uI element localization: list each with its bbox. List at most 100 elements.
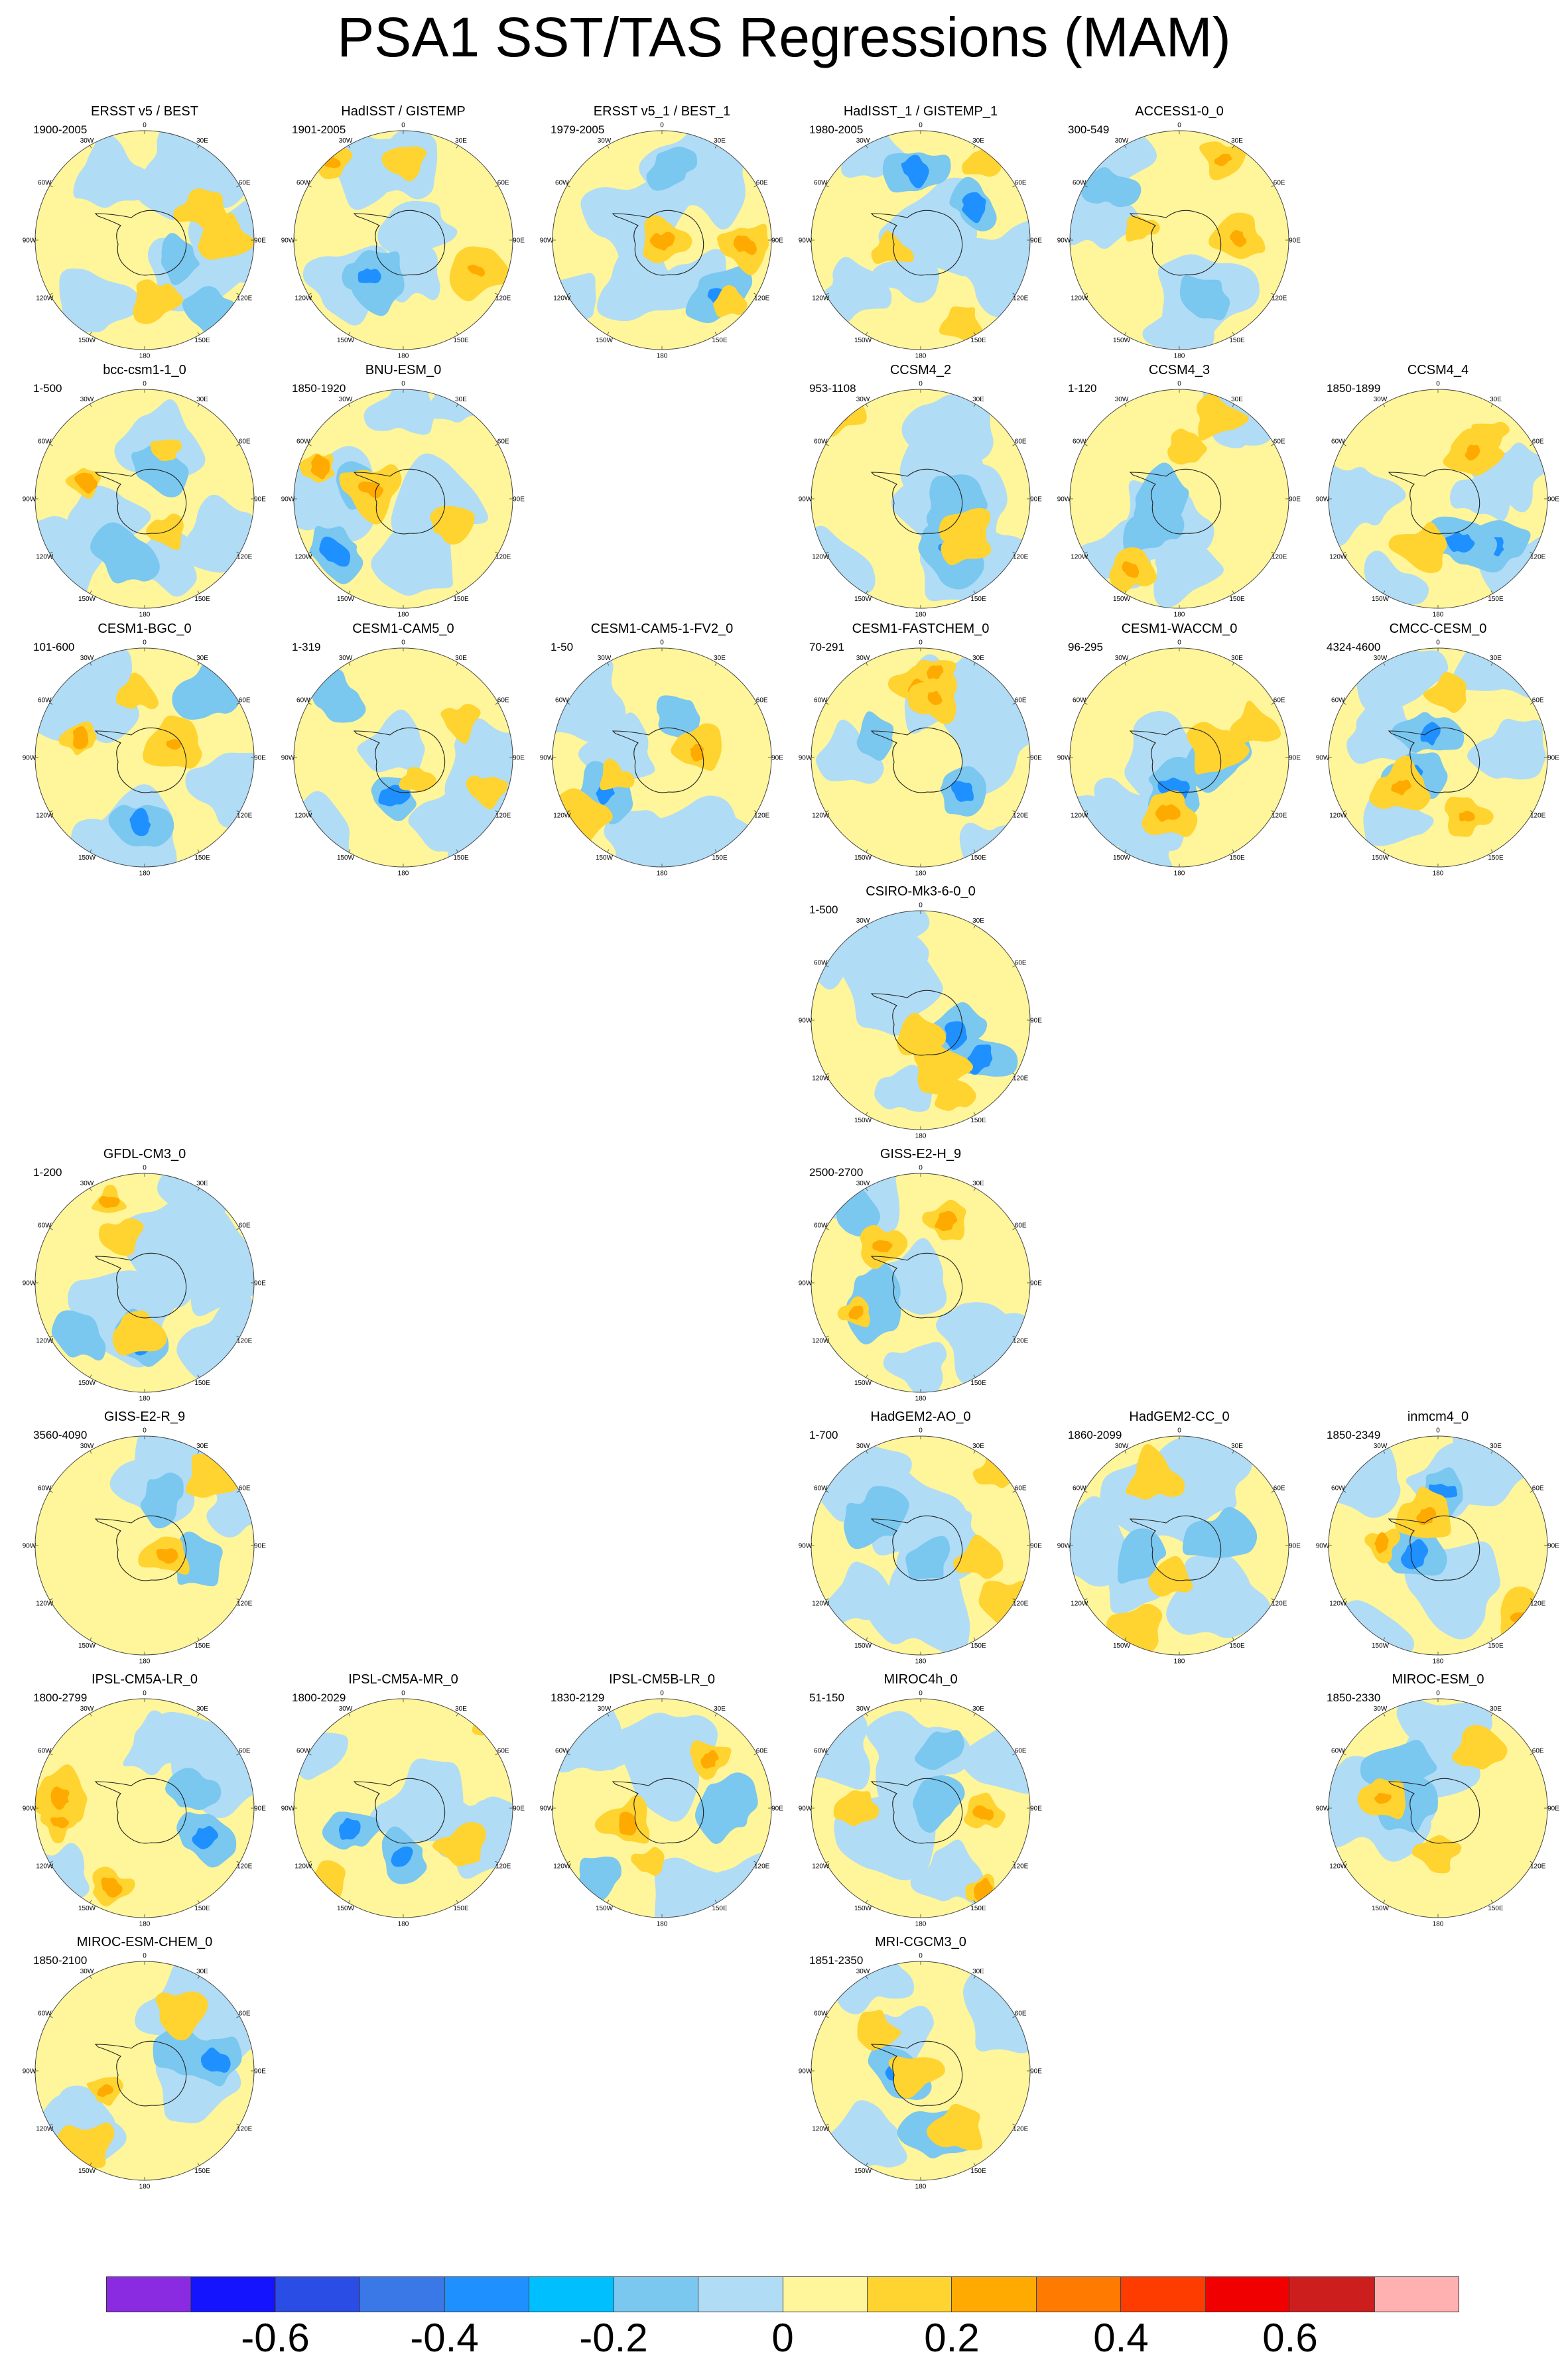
colorbar-cell	[444, 2277, 530, 2312]
longitude-label: 150E	[194, 2168, 210, 2175]
longitude-label: 120E	[1530, 554, 1546, 561]
longitude-label: 60W	[38, 1485, 52, 1492]
longitude-label: 60E	[239, 697, 251, 704]
longitude-label: 150W	[854, 1380, 872, 1387]
panel-title: ACCESS1-0_0	[1135, 104, 1224, 119]
colorbar-cell	[952, 2277, 1037, 2312]
colorbar-tick-label: -0.6	[241, 2316, 310, 2360]
longitude-label: 90W	[799, 1543, 813, 1550]
longitude-label: 90E	[513, 1806, 525, 1813]
longitude-label: 30E	[196, 1968, 208, 1975]
longitude-label: 60W	[555, 180, 569, 187]
longitude-label: 0	[143, 1953, 147, 1960]
longitude-label: 180	[915, 612, 927, 619]
longitude-label: 150W	[1372, 1642, 1390, 1650]
longitude-label: 60W	[1073, 1485, 1086, 1492]
longitude-label: 90W	[1057, 1543, 1071, 1550]
longitude-label: 0	[1436, 1427, 1440, 1435]
polar-map: 0 30E 60E 90E 120E 150E 180 150W 120W 90W 60W 30W	[23, 1953, 267, 2191]
panel-period: 1830-2129	[551, 1691, 605, 1704]
panel-title: GISS-E2-H_9	[880, 1147, 962, 1161]
regression-field	[1070, 131, 1289, 350]
polar-map: 0 30E 60E 90E 120E 150E 180 150W 120W 90W 60W 30W	[23, 381, 267, 619]
panel-period: 1800-2799	[33, 1691, 88, 1704]
longitude-label: 180	[915, 353, 927, 360]
longitude-label: 120W	[812, 1601, 830, 1608]
longitude-label: 120W	[812, 2126, 830, 2133]
panel-ipsl-cm5b-lr-0: IPSL-CM5B-LR_0 1830-2129 0 30E 60E 90E 120E 150…	[529, 1672, 795, 1937]
longitude-label: 90E	[1030, 1806, 1042, 1813]
longitude-label: 60W	[814, 180, 828, 187]
longitude-label: 60E	[239, 438, 251, 446]
longitude-label: 150W	[78, 2168, 96, 2175]
panel-miroc4h-0: MIROC4h_0 51-150 0 30E 60E 90E 120E 150E 180 150W…	[788, 1672, 1053, 1937]
longitude-label: 60W	[814, 960, 828, 967]
longitude-label: 120E	[1013, 1075, 1029, 1083]
panel-title: GISS-E2-R_9	[103, 1410, 186, 1424]
longitude-label: 180	[915, 1396, 927, 1403]
longitude-label: 30E	[972, 1180, 984, 1187]
longitude-label: 0	[401, 1690, 405, 1697]
longitude-label: 150W	[854, 2168, 872, 2175]
longitude-label: 60E	[1015, 1748, 1027, 1755]
panel-period: 3560-4090	[33, 1429, 88, 1441]
panel-miroc-esm-0: MIROC-ESM_0 1850-2330 0 30E 60E 90E 120E 150E 18…	[1305, 1672, 1568, 1937]
polar-map: 0 30E 60E 90E 120E 150E 180 150W 120W 90W 60W 30W	[799, 902, 1043, 1140]
longitude-label: 90W	[23, 1806, 36, 1813]
longitude-label: 150E	[1488, 1905, 1504, 1912]
longitude-label: 30E	[196, 1705, 208, 1713]
longitude-label: 30E	[972, 1705, 984, 1713]
longitude-label: 90W	[1316, 1806, 1330, 1813]
longitude-label: 90E	[1030, 2068, 1042, 2075]
longitude-label: 0	[1177, 1427, 1181, 1435]
panel-title: inmcm4_0	[1407, 1410, 1469, 1424]
longitude-label: 30W	[1115, 137, 1129, 145]
longitude-label: 120E	[1013, 554, 1029, 561]
longitude-label: 120W	[812, 813, 830, 820]
longitude-label: 60E	[1532, 1485, 1544, 1492]
longitude-label: 150W	[1372, 1905, 1390, 1912]
panel-giss-e2-r-9: GISS-E2-R_9 3560-4090 0 30E 60E 90E 120E 150E 18…	[12, 1409, 277, 1674]
longitude-label: 120E	[1272, 295, 1287, 302]
longitude-label: 60E	[1015, 1222, 1027, 1230]
polar-map: 0 30E 60E 90E 120E 150E 180 150W 120W 90W 60W 30W	[540, 122, 784, 360]
colorbar-cell	[867, 2277, 952, 2312]
colorbar	[106, 2276, 1459, 2312]
longitude-label: 150E	[712, 337, 728, 344]
longitude-label: 90W	[799, 1018, 813, 1025]
longitude-label: 30E	[714, 1705, 726, 1713]
longitude-label: 120E	[237, 813, 253, 820]
longitude-label: 90E	[254, 2068, 266, 2075]
panel-period: 1900-2005	[33, 123, 88, 136]
polar-map: 0 30E 60E 90E 120E 150E 180 150W 120W 90W 60W 30W	[799, 1953, 1043, 2191]
polar-map: 0 30E 60E 90E 120E 150E 180 150W 120W 90W 60W 30W	[1316, 1690, 1560, 1928]
longitude-label: 60W	[555, 697, 569, 704]
panel-period: 1850-2330	[1327, 1691, 1381, 1704]
regression-field	[1329, 389, 1547, 608]
longitude-label: 120W	[294, 1863, 312, 1871]
longitude-label: 30W	[339, 655, 353, 662]
colorbar-cell	[360, 2277, 445, 2312]
panel-title: MRI-CGCM3_0	[875, 1935, 966, 1949]
antarctica-coastline	[870, 1515, 963, 1581]
longitude-label: 120W	[1071, 554, 1088, 561]
regression-field	[294, 648, 513, 867]
longitude-label: 120W	[36, 1601, 54, 1608]
panel-ccsm4-3: CCSM4_3 1-120 0 30E 60E 90E 120E 150E 180 150W 120…	[1047, 362, 1312, 627]
longitude-label: 180	[657, 1921, 668, 1928]
longitude-label: 0	[143, 381, 147, 388]
longitude-label: 150E	[970, 1117, 986, 1124]
antarctica-coastline	[1388, 727, 1480, 793]
polar-map: 0 30E 60E 90E 120E 150E 180 150W 120W 90W 60W 30W	[23, 1690, 267, 1928]
longitude-label: 120W	[553, 1863, 571, 1871]
longitude-label: 30E	[196, 1180, 208, 1187]
panel-title: BNU-ESM_0	[365, 363, 442, 377]
longitude-label: 90E	[254, 1280, 266, 1287]
longitude-label: 180	[1433, 1658, 1444, 1666]
regression-field	[811, 131, 1030, 350]
colorbar-cell	[1036, 2277, 1122, 2312]
colorbar-cell	[529, 2277, 614, 2312]
longitude-label: 60W	[38, 697, 52, 704]
longitude-label: 150W	[854, 1642, 872, 1650]
longitude-label: 150E	[194, 337, 210, 344]
